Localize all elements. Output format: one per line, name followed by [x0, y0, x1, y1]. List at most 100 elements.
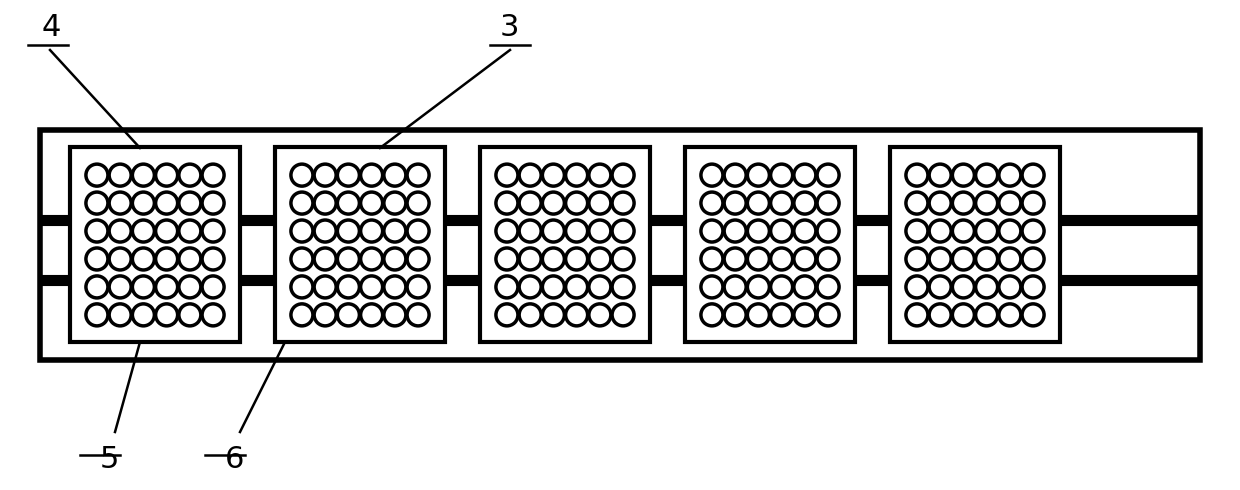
Circle shape [520, 276, 541, 298]
Circle shape [976, 192, 998, 214]
Circle shape [794, 304, 816, 326]
Circle shape [1022, 164, 1044, 186]
Circle shape [1022, 276, 1044, 298]
Circle shape [361, 248, 383, 270]
Circle shape [794, 164, 816, 186]
Circle shape [109, 276, 131, 298]
Circle shape [407, 304, 429, 326]
Circle shape [520, 220, 541, 242]
Circle shape [179, 276, 201, 298]
Circle shape [589, 192, 611, 214]
Circle shape [817, 164, 839, 186]
Circle shape [794, 192, 816, 214]
Circle shape [496, 248, 518, 270]
Circle shape [817, 192, 839, 214]
Circle shape [337, 220, 360, 242]
Text: 6: 6 [224, 445, 244, 474]
Circle shape [520, 248, 541, 270]
Circle shape [589, 304, 611, 326]
Bar [69, 147, 241, 343]
Circle shape [86, 192, 108, 214]
Circle shape [361, 220, 383, 242]
Circle shape [337, 192, 360, 214]
Circle shape [179, 192, 201, 214]
Circle shape [701, 164, 723, 186]
Circle shape [565, 276, 588, 298]
Circle shape [109, 248, 131, 270]
Circle shape [496, 192, 518, 214]
Circle shape [999, 304, 1021, 326]
Circle shape [86, 164, 108, 186]
Circle shape [794, 248, 816, 270]
Circle shape [589, 248, 611, 270]
Circle shape [133, 220, 155, 242]
Circle shape [314, 304, 336, 326]
Circle shape [748, 192, 769, 214]
Circle shape [314, 248, 336, 270]
Circle shape [817, 276, 839, 298]
Bar [684, 147, 856, 343]
Circle shape [155, 220, 177, 242]
Circle shape [361, 192, 383, 214]
Circle shape [999, 248, 1021, 270]
Circle shape [179, 304, 201, 326]
Circle shape [542, 276, 564, 298]
Circle shape [542, 220, 564, 242]
Circle shape [520, 192, 541, 214]
Circle shape [929, 304, 951, 326]
Circle shape [999, 220, 1021, 242]
Circle shape [202, 192, 224, 214]
Circle shape [929, 276, 951, 298]
Circle shape [748, 164, 769, 186]
Circle shape [202, 164, 224, 186]
Circle shape [86, 248, 108, 270]
Circle shape [133, 248, 155, 270]
Circle shape [589, 220, 611, 242]
Circle shape [496, 276, 518, 298]
Circle shape [202, 304, 224, 326]
Circle shape [565, 248, 588, 270]
Circle shape [701, 248, 723, 270]
Circle shape [155, 192, 177, 214]
Circle shape [770, 248, 792, 270]
Circle shape [817, 248, 839, 270]
Bar [40, 130, 1200, 360]
Circle shape [906, 304, 928, 326]
Circle shape [952, 304, 975, 326]
Circle shape [906, 164, 928, 186]
Circle shape [952, 192, 975, 214]
Circle shape [337, 164, 360, 186]
Circle shape [133, 164, 155, 186]
Circle shape [384, 248, 405, 270]
Circle shape [314, 276, 336, 298]
Circle shape [952, 248, 975, 270]
Circle shape [179, 220, 201, 242]
Circle shape [817, 220, 839, 242]
Circle shape [565, 220, 588, 242]
Circle shape [976, 220, 998, 242]
Text: 4: 4 [42, 14, 61, 43]
Circle shape [952, 276, 975, 298]
Circle shape [291, 276, 312, 298]
Circle shape [133, 304, 155, 326]
Circle shape [701, 276, 723, 298]
Circle shape [906, 192, 928, 214]
Circle shape [384, 276, 405, 298]
Circle shape [1022, 304, 1044, 326]
Circle shape [133, 192, 155, 214]
Circle shape [748, 248, 769, 270]
Circle shape [929, 248, 951, 270]
Circle shape [906, 276, 928, 298]
Circle shape [701, 192, 723, 214]
Circle shape [952, 164, 975, 186]
Circle shape [407, 248, 429, 270]
Circle shape [361, 164, 383, 186]
Circle shape [542, 304, 564, 326]
Circle shape [179, 164, 201, 186]
Circle shape [520, 164, 541, 186]
Circle shape [794, 276, 816, 298]
Circle shape [906, 248, 928, 270]
Circle shape [748, 304, 769, 326]
Circle shape [291, 164, 312, 186]
Circle shape [337, 276, 360, 298]
